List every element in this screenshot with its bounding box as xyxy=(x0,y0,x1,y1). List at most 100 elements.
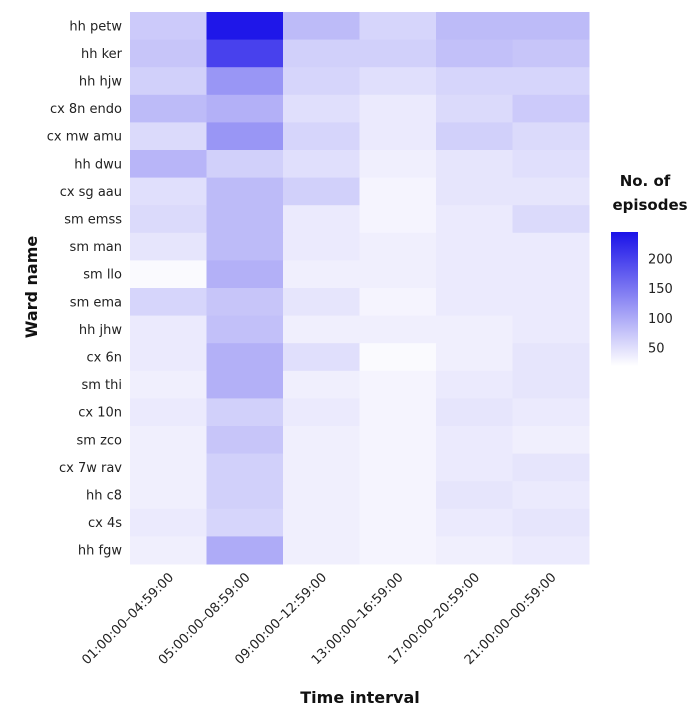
y-tick-label: cx 7w rav xyxy=(59,461,122,476)
heatmap-cell xyxy=(359,426,437,455)
heatmap-cell xyxy=(359,508,437,537)
colorbar-gradient xyxy=(611,232,638,366)
y-tick-label: cx sg aau xyxy=(60,185,122,200)
heatmap-cell xyxy=(206,205,284,234)
y-tick-label: cx 4s xyxy=(88,516,122,531)
heatmap-cell xyxy=(206,260,284,289)
heatmap-cell xyxy=(283,343,360,372)
heatmap-cell xyxy=(283,288,360,317)
heatmap-cell xyxy=(283,205,360,234)
heatmap-cell xyxy=(359,315,437,344)
heatmap-cell xyxy=(512,94,590,123)
heatmap-cell xyxy=(359,260,437,289)
heatmap-cell xyxy=(512,12,590,41)
heatmap-cell xyxy=(130,426,207,455)
heatmap-cell xyxy=(206,288,284,317)
heatmap-cell xyxy=(359,205,437,234)
heatmap-cell xyxy=(283,260,360,289)
y-tick-label: cx 8n endo xyxy=(50,102,122,117)
heatmap-cell xyxy=(512,508,590,537)
heatmap-cell xyxy=(283,508,360,537)
heatmap-cell xyxy=(436,426,513,455)
y-tick-label: sm zco xyxy=(77,433,123,448)
y-tick-labels: hh petw hh ker hh hjw cx 8n endo cx mw amu hh… xyxy=(47,19,123,558)
heatmap-cell xyxy=(283,232,360,261)
y-tick-label: sm thi xyxy=(81,378,122,393)
colorbar-title-line-1: No. of xyxy=(620,172,671,190)
heatmap-cell xyxy=(130,343,207,372)
heatmap-cell xyxy=(130,481,207,510)
heatmap-cell xyxy=(130,177,207,206)
heatmap-cell xyxy=(512,67,590,96)
y-tick-label: hh c8 xyxy=(86,489,122,504)
heatmap-cell xyxy=(283,536,360,565)
heatmap-cell xyxy=(512,426,590,455)
heatmap-cell xyxy=(512,398,590,427)
heatmap-cell xyxy=(359,453,437,482)
heatmap-cell xyxy=(436,94,513,123)
heatmap-cell xyxy=(283,12,360,41)
x-axis-title: Time interval xyxy=(300,688,419,707)
colorbar-tick-label: 50 xyxy=(648,342,665,357)
y-tick-label: hh jhw xyxy=(79,323,122,338)
heatmap-cell xyxy=(512,288,590,317)
heatmap-cell xyxy=(283,481,360,510)
heatmap-cell xyxy=(436,150,513,179)
heatmap-cell xyxy=(130,150,207,179)
heatmap-cell xyxy=(512,150,590,179)
heatmap-cell xyxy=(283,177,360,206)
heatmap-cell xyxy=(512,39,590,68)
heatmap-cell xyxy=(206,453,284,482)
heatmap-cell xyxy=(130,370,207,399)
heatmap-cell xyxy=(512,536,590,565)
y-tick-label: cx 6n xyxy=(87,351,122,366)
x-tick-labels: 01:00:00–04:59:0005:00:00–08:59:0009:00:… xyxy=(79,570,559,668)
heatmap-cell xyxy=(206,315,284,344)
heatmap-cell xyxy=(436,205,513,234)
heatmap-cell xyxy=(512,453,590,482)
y-tick-label: cx 10n xyxy=(78,406,122,421)
heatmap-cell xyxy=(436,370,513,399)
colorbar-tick-label: 100 xyxy=(648,312,673,327)
heatmap-cell xyxy=(130,398,207,427)
heatmap-cell xyxy=(436,536,513,565)
heatmap-cell xyxy=(283,94,360,123)
heatmap-cell xyxy=(512,481,590,510)
heatmap-cell xyxy=(512,343,590,372)
heatmap-cell xyxy=(283,398,360,427)
heatmap-cell xyxy=(436,12,513,41)
heatmap-cell xyxy=(359,536,437,565)
heatmap-cell xyxy=(130,260,207,289)
y-tick-label: sm llo xyxy=(83,268,122,283)
heatmap-cell xyxy=(512,232,590,261)
heatmap-cell xyxy=(436,122,513,151)
heatmap-cell xyxy=(436,315,513,344)
heatmap-cell xyxy=(283,453,360,482)
heatmap-cell xyxy=(130,122,207,151)
heatmap-cell xyxy=(436,481,513,510)
heatmap-cell xyxy=(283,150,360,179)
heatmap-cell xyxy=(130,94,207,123)
heatmap-cell xyxy=(359,398,437,427)
heatmap-cell xyxy=(130,39,207,68)
heatmap-cell xyxy=(206,343,284,372)
heatmap-cell xyxy=(130,453,207,482)
y-tick-label: hh ker xyxy=(81,47,123,62)
heatmap-cell xyxy=(206,67,284,96)
heatmap-cell xyxy=(436,67,513,96)
heatmap-cell xyxy=(283,39,360,68)
y-tick-label: hh petw xyxy=(69,19,122,34)
heatmap-cell xyxy=(283,67,360,96)
heatmap-cell xyxy=(359,122,437,151)
heatmap-cell xyxy=(283,426,360,455)
heatmap-cell xyxy=(283,370,360,399)
heatmap-cell xyxy=(130,288,207,317)
heatmap-cells xyxy=(130,12,590,565)
heatmap-cell xyxy=(206,536,284,565)
heatmap-cell xyxy=(206,12,284,41)
heatmap-cell xyxy=(359,39,437,68)
heatmap-cell xyxy=(436,39,513,68)
heatmap-cell xyxy=(436,177,513,206)
heatmap-cell xyxy=(206,481,284,510)
